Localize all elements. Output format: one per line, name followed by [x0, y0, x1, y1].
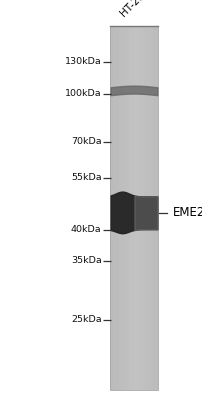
Text: 55kDa: 55kDa [70, 174, 101, 182]
Text: EME2: EME2 [172, 206, 202, 219]
Bar [124, 26, 128, 390]
Bar [133, 26, 138, 390]
Text: 130kDa: 130kDa [64, 58, 101, 66]
Text: 70kDa: 70kDa [70, 138, 101, 146]
Bar [119, 26, 124, 390]
Text: 40kDa: 40kDa [70, 226, 101, 234]
Bar [153, 26, 158, 390]
Bar [128, 26, 133, 390]
Bar [114, 26, 119, 390]
Text: 25kDa: 25kDa [70, 316, 101, 324]
Text: HT-29: HT-29 [118, 0, 146, 18]
Text: 35kDa: 35kDa [70, 256, 101, 265]
Bar [109, 26, 158, 390]
Bar [143, 26, 148, 390]
Bar [148, 26, 153, 390]
Bar [109, 26, 114, 390]
Text: 100kDa: 100kDa [65, 90, 101, 98]
Bar [138, 26, 143, 390]
